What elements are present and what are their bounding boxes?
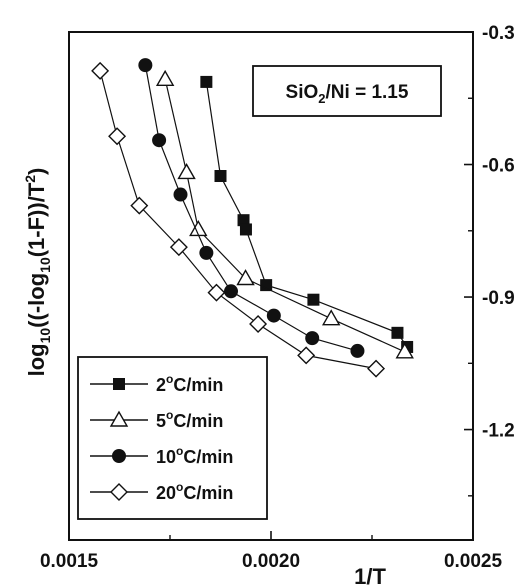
data-point [307,293,320,306]
data-point [214,170,227,183]
legend-item: 10oC/min [90,444,233,467]
data-point [169,238,188,257]
data-point [155,69,175,86]
series-3 [138,58,365,358]
data-point [237,214,250,227]
data-point [260,279,273,292]
legend-marker [110,483,128,501]
annotation-text: SiO2/Ni = 1.15 [286,82,409,106]
series-line [205,81,408,348]
data-point [321,309,341,326]
series-line [144,64,358,352]
data-point [173,187,188,202]
legend-label: 5oC/min [156,408,223,431]
data-point [266,308,281,323]
data-point [138,58,153,73]
data-point [367,359,386,378]
legend-marker [109,410,129,427]
y-tick-label: -1.2 [482,421,515,442]
series-line [164,79,405,353]
data-point [249,314,268,333]
legend-item: 20oC/min [90,480,233,503]
data-point [350,343,365,358]
data-point [305,331,320,346]
x-tick-label: 0.0015 [40,551,99,572]
y-tick-label: -0.6 [482,156,515,177]
legend-label: 2oC/min [156,372,223,395]
legend-item: 2oC/min [90,372,223,395]
legend-marker [113,378,125,390]
data-point [199,245,214,260]
series-1 [200,75,414,353]
legend-label: 20oC/min [156,480,233,503]
legend-marker [112,449,126,463]
data-point [200,75,213,88]
data-point [395,342,414,359]
annotation-box [252,65,442,117]
x-tick-label: 0.0025 [444,551,503,572]
series-line [99,70,377,370]
data-point [207,283,226,302]
series-4 [91,61,386,378]
data-point [239,223,252,236]
y-axis-title: log10((-log10(1-F))/T2) [22,168,53,377]
x-axis-title: 1/T [354,564,386,585]
y-tick-label: -0.3 [482,23,515,44]
y-tick-label: -0.9 [482,288,515,309]
data-point [391,326,404,339]
data-point [297,346,316,365]
data-point [224,284,239,299]
data-point [130,196,149,215]
series-2 [155,69,414,359]
data-point [108,127,127,146]
x-tick-label: 0.0020 [242,551,300,572]
legend-item: 5oC/min [90,408,223,431]
data-point [91,61,110,80]
data-point [152,133,167,148]
data-point [177,163,196,180]
data-point [236,269,255,286]
legend-label: 10oC/min [156,444,233,467]
